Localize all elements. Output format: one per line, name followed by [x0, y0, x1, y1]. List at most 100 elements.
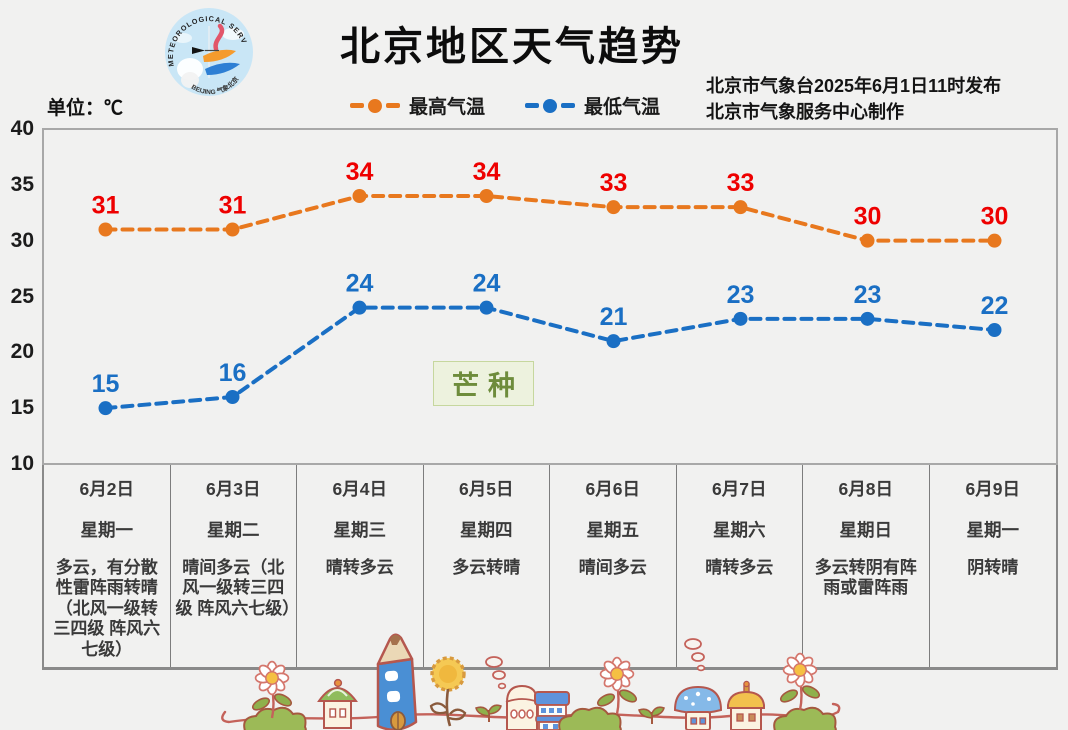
y-axis-tick: 15 — [10, 396, 34, 420]
sprout-icon — [475, 704, 502, 723]
bush-icon — [773, 706, 837, 730]
forecast-table: 6月2日 星期一 多云，有分散性雷阵雨转晴（北风一级转三四级 阵风六七级） 6月3日星… — [42, 465, 1058, 670]
data-point — [606, 334, 621, 349]
data-label: 24 — [346, 270, 374, 298]
chart-plot-svg: 31 31 34 34 33 33 30 30 15 16 24 24 21 23 23 22 — [92, 158, 1009, 416]
legend: 最高气温 最低气温 — [350, 92, 660, 119]
data-label: 30 — [854, 203, 882, 231]
data-point — [606, 200, 621, 215]
data-label: 34 — [473, 158, 501, 186]
date-text: 6月7日 — [712, 479, 767, 499]
data-point — [733, 200, 748, 215]
data-point — [860, 311, 875, 326]
produced-line: 北京市气象服务中心制作 — [706, 102, 904, 122]
legend-item-min: 最低气温 — [525, 92, 660, 119]
legend-label-min: 最低气温 — [584, 97, 661, 118]
mushroom-house-icon — [673, 685, 723, 730]
forecast-day-cell: 6月4日 星期三 晴转多云 — [297, 465, 424, 667]
min-temp-line — [103, 305, 997, 411]
date-text: 6月5日 — [459, 479, 514, 499]
max-temp-line — [103, 194, 997, 243]
data-point — [225, 390, 240, 404]
weather-text: 晴间多云 — [578, 558, 647, 577]
weather-text: 晴转多云 — [705, 558, 774, 577]
bush-icon — [558, 706, 622, 730]
forecast-day-cell: 6月2日 星期一 多云，有分散性雷阵雨转晴（北风一级转三四级 阵风六七级） — [44, 465, 171, 667]
bush-icon — [243, 706, 307, 730]
weekday-text: 星期二 — [207, 520, 260, 540]
data-point — [98, 401, 113, 416]
weekday-text: 星期日 — [839, 520, 893, 540]
date-text: 6月6日 — [585, 479, 640, 499]
data-point — [225, 222, 240, 237]
bottom-decoration — [221, 633, 841, 730]
weekday-text: 星期四 — [460, 520, 513, 540]
date-text: 6月3日 — [206, 479, 261, 499]
date-text: 6月2日 — [79, 479, 134, 499]
pencil-house-icon — [376, 633, 418, 730]
data-label: 23 — [854, 281, 882, 309]
data-label: 31 — [219, 192, 247, 220]
data-label: 30 — [981, 203, 1009, 231]
data-label: 23 — [727, 281, 755, 309]
meteorological-service-logo-icon: METEOROLOGICAL SERVICE BEIJING 气象北京 — [163, 6, 253, 96]
forecast-day-cell: 6月7日星期六晴转多云 — [677, 465, 803, 667]
forecast-day-cell: 6月3日星期二晴间多云（北风一级转三四级 阵风六七级） — [171, 465, 297, 667]
unit-label: 单位：℃ — [47, 98, 124, 119]
data-point — [987, 323, 1002, 337]
data-point — [733, 311, 748, 326]
daisy-flower-icon — [594, 656, 640, 716]
issued-line: 北京市气象台2025年6月1日11时发布 — [706, 76, 1002, 96]
smoke-bubbles-icon — [485, 656, 507, 690]
data-point — [479, 189, 494, 203]
data-label: 31 — [92, 192, 120, 220]
data-point — [479, 300, 494, 315]
solar-term-badge: 芒种 — [433, 361, 534, 406]
data-point — [987, 233, 1002, 248]
weather-text: 多云，有分散性雷阵雨转晴（北风一级转三四级 阵风六七级） — [53, 558, 161, 659]
legend-item-max: 最高气温 — [350, 92, 485, 119]
y-axis-tick: 20 — [10, 340, 34, 364]
weekday-text: 星期六 — [713, 520, 766, 540]
dandelion-icon — [429, 656, 467, 727]
data-point — [352, 189, 367, 203]
issuer-info: 北京市气象台2025年6月1日11时发布 北京市气象服务中心制作 — [706, 73, 1001, 125]
data-label: 15 — [92, 370, 120, 398]
weather-text: 晴间多云（北风一级转三四级 阵风六七级） — [175, 558, 297, 618]
weekday-text: 星期五 — [586, 520, 640, 540]
forecast-day-cell: 6月6日星期五晴间多云 — [550, 465, 677, 667]
date-text: 6月8日 — [838, 479, 893, 499]
house-icon — [317, 678, 358, 729]
forecast-day-cell: 6月8日星期日多云转阴有阵雨或雷阵雨 — [803, 465, 930, 667]
data-label: 34 — [346, 158, 374, 186]
min-temp-line-swatch-icon — [525, 98, 576, 113]
data-point — [98, 222, 113, 237]
plot-area — [42, 128, 1058, 465]
weekday-text: 星期三 — [333, 520, 387, 540]
data-label: 33 — [600, 169, 628, 197]
forecast-day-cell: 6月9日 星期一 阴转晴 — [930, 465, 1057, 667]
weather-text: 多云转阴有阵雨或雷阵雨 — [814, 558, 917, 598]
page-title: 北京地区天气趋势 — [340, 25, 684, 69]
weather-text: 多云转晴 — [452, 558, 521, 577]
forecast-day-cell: 6月5日星期四多云转晴 — [424, 465, 550, 667]
y-axis-tick: 10 — [10, 452, 34, 475]
house-icon — [727, 680, 765, 730]
weather-text: 晴转多云 — [325, 558, 394, 577]
data-label: 33 — [727, 169, 755, 197]
data-point — [860, 233, 875, 248]
max-temp-line-swatch-icon — [350, 98, 400, 113]
date-text: 6月9日 — [965, 479, 1020, 499]
weather-text: 阴转晴 — [967, 558, 1019, 577]
y-axis-tick: 40 — [10, 117, 34, 140]
data-label: 16 — [219, 359, 247, 387]
data-label: 21 — [600, 303, 628, 331]
y-axis-tick: 35 — [10, 172, 34, 196]
daisy-flower-icon — [777, 652, 823, 712]
y-axis-tick: 25 — [10, 284, 34, 308]
y-axis-tick: 30 — [10, 228, 34, 252]
data-point — [352, 300, 367, 315]
data-label: 24 — [473, 270, 501, 298]
house-icon — [505, 684, 570, 730]
